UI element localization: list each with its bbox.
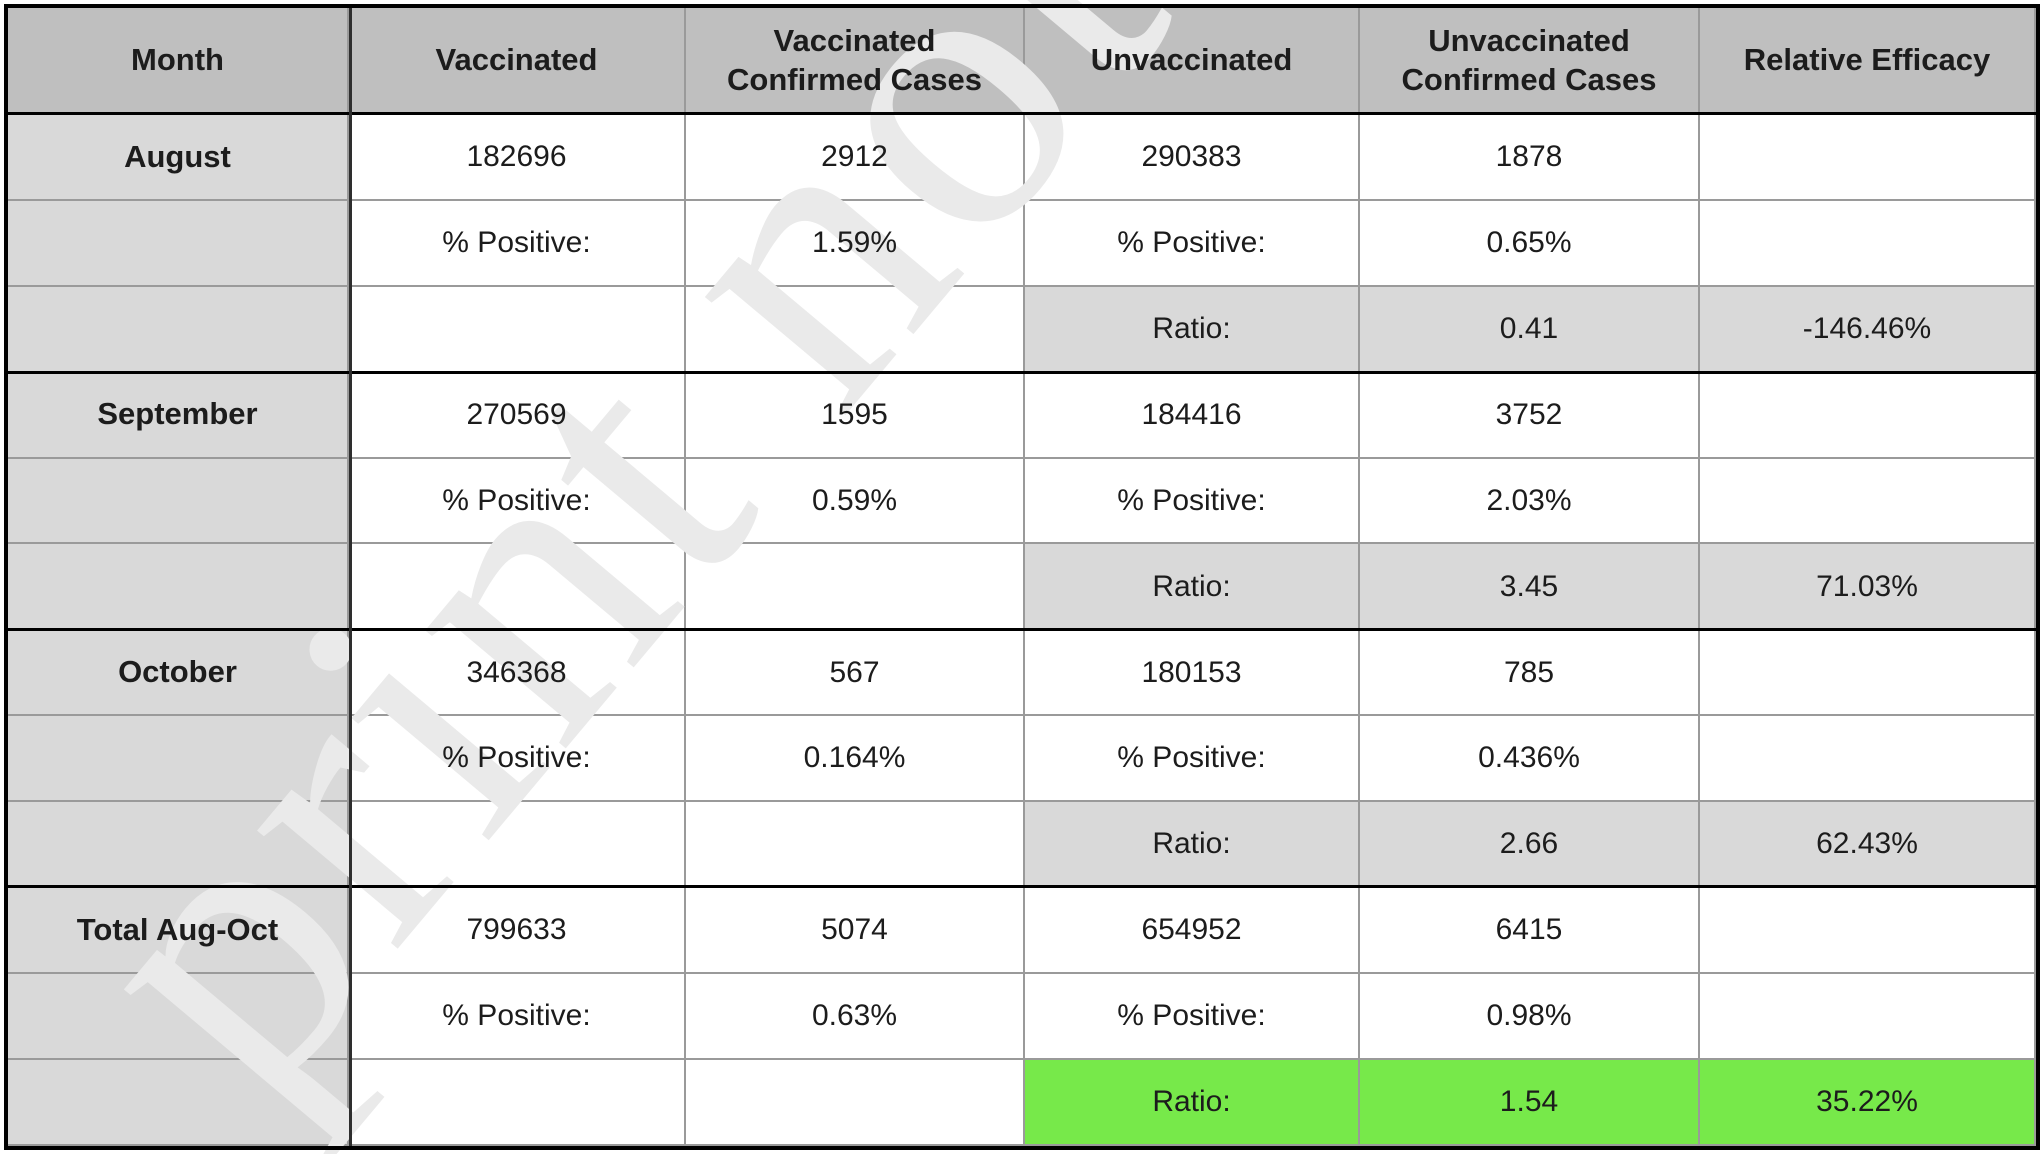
september-ratio-label: Ratio: [1025, 544, 1360, 631]
total-relative-efficacy: 35.22% [1700, 1059, 2036, 1146]
october-unvaccinated-count: 180153 [1025, 630, 1360, 717]
october-ratio-empty-2 [686, 802, 1025, 889]
october-ratio-month-empty [8, 802, 349, 889]
total-vaccinated-pct: 0.63% [686, 973, 1025, 1060]
september-vaccinated-cases: 1595 [686, 372, 1025, 459]
october-vaccinated-count: 346368 [349, 630, 686, 717]
total-vaccinated-count: 799633 [349, 888, 686, 974]
october-ratio-label: Ratio: [1025, 802, 1360, 889]
august-ratio-empty-2 [686, 286, 1025, 373]
october-unvaccinated-pct: 0.436% [1360, 716, 1700, 803]
october-unvaccinated-pct-label: % Positive: [1025, 716, 1360, 803]
october-label-empty [8, 716, 349, 803]
september-efficacy-empty [1700, 372, 2036, 459]
october-relative-efficacy: 62.43% [1700, 802, 2036, 889]
october-efficacy-empty [1700, 630, 2036, 717]
august-vaccinated-pct-label: % Positive: [349, 200, 686, 287]
total-ratio-empty-2 [686, 1059, 1025, 1146]
header-month: Month [8, 8, 349, 115]
august-month-cell: August [8, 115, 349, 201]
october-pct-efficacy-empty [1700, 716, 2036, 803]
august-unvaccinated-pct-label: % Positive: [1025, 200, 1360, 287]
september-ratio-empty-2 [686, 544, 1025, 631]
august-vaccinated-cases: 2912 [686, 115, 1025, 201]
september-ratio-empty-1 [349, 544, 686, 631]
total-ratio-empty-1 [349, 1059, 686, 1146]
header-unvaccinated-confirmed-cases: Unvaccinated Confirmed Cases [1360, 8, 1700, 115]
august-ratio-label: Ratio: [1025, 286, 1360, 373]
september-vaccinated-pct-label: % Positive: [349, 458, 686, 545]
total-ratio-value: 1.54 [1360, 1059, 1700, 1146]
august-unvaccinated-count: 290383 [1025, 115, 1360, 201]
september-label-empty [8, 458, 349, 545]
october-ratio-value: 2.66 [1360, 802, 1700, 889]
total-ratio-month-empty [8, 1059, 349, 1146]
september-unvaccinated-pct-label: % Positive: [1025, 458, 1360, 545]
august-ratio-month-empty [8, 286, 349, 373]
total-unvaccinated-pct: 0.98% [1360, 973, 1700, 1060]
october-vaccinated-pct: 0.164% [686, 716, 1025, 803]
header-unvaccinated: Unvaccinated [1025, 8, 1360, 115]
header-vaccinated: Vaccinated [349, 8, 686, 115]
august-unvaccinated-cases: 1878 [1360, 115, 1700, 201]
august-label-empty [8, 200, 349, 287]
total-efficacy-empty [1700, 888, 2036, 974]
october-month-cell: October [8, 630, 349, 717]
august-efficacy-empty [1700, 115, 2036, 201]
august-unvaccinated-pct: 0.65% [1360, 200, 1700, 287]
september-ratio-value: 3.45 [1360, 544, 1700, 631]
august-vaccinated-pct: 1.59% [686, 200, 1025, 287]
total-label-empty [8, 973, 349, 1060]
total-vaccinated-cases: 5074 [686, 888, 1025, 974]
total-vaccinated-pct-label: % Positive: [349, 973, 686, 1060]
october-unvaccinated-cases: 785 [1360, 630, 1700, 717]
total-month-cell: Total Aug-Oct [8, 888, 349, 974]
august-relative-efficacy: -146.46% [1700, 286, 2036, 373]
total-pct-efficacy-empty [1700, 973, 2036, 1060]
september-month-cell: September [8, 372, 349, 459]
header-vaccinated-confirmed-cases: Vaccinated Confirmed Cases [686, 8, 1025, 115]
september-vaccinated-pct: 0.59% [686, 458, 1025, 545]
september-unvaccinated-cases: 3752 [1360, 372, 1700, 459]
total-ratio-label: Ratio: [1025, 1059, 1360, 1146]
efficacy-table: Month Vaccinated Vaccinated Confirmed Ca… [8, 8, 2036, 1146]
september-unvaccinated-pct: 2.03% [1360, 458, 1700, 545]
header-relative-efficacy: Relative Efficacy [1700, 8, 2036, 115]
august-vaccinated-count: 182696 [349, 115, 686, 201]
september-ratio-month-empty [8, 544, 349, 631]
september-vaccinated-count: 270569 [349, 372, 686, 459]
august-ratio-empty-1 [349, 286, 686, 373]
total-unvaccinated-pct-label: % Positive: [1025, 973, 1360, 1060]
october-vaccinated-cases: 567 [686, 630, 1025, 717]
september-unvaccinated-count: 184416 [1025, 372, 1360, 459]
september-relative-efficacy: 71.03% [1700, 544, 2036, 631]
october-ratio-empty-1 [349, 802, 686, 889]
october-vaccinated-pct-label: % Positive: [349, 716, 686, 803]
total-unvaccinated-cases: 6415 [1360, 888, 1700, 974]
august-pct-efficacy-empty [1700, 200, 2036, 287]
september-pct-efficacy-empty [1700, 458, 2036, 545]
august-ratio-value: 0.41 [1360, 286, 1700, 373]
total-unvaccinated-count: 654952 [1025, 888, 1360, 974]
